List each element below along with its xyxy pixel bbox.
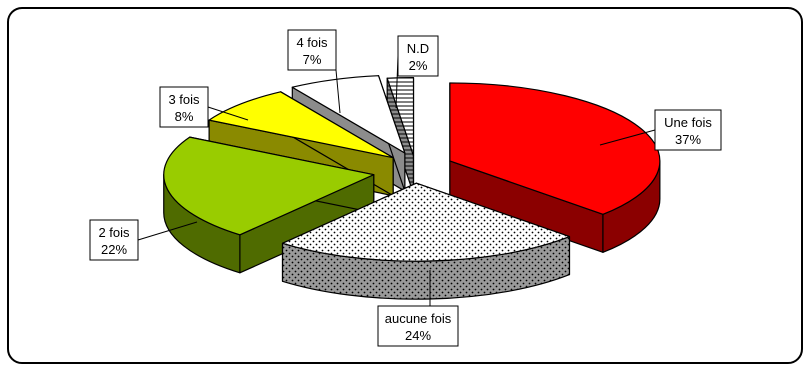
leader-line-2-fois	[137, 221, 198, 241]
leader-line-3-fois	[207, 106, 249, 121]
label-box	[89, 219, 139, 261]
data-label-n-d: N.D 2%	[397, 35, 439, 77]
slice-percent: 2%	[409, 58, 428, 73]
slice-name: aucune fois	[385, 311, 452, 326]
leader-lines	[137, 55, 656, 306]
slice-top	[208, 91, 394, 159]
label-box	[654, 109, 722, 151]
data-label-2-fois: 2 fois 22%	[89, 219, 139, 261]
leader-line-4-fois	[335, 69, 341, 114]
slice-name: Une fois	[664, 115, 712, 130]
slice-top	[281, 182, 571, 262]
slice-name: 3 fois	[168, 92, 200, 107]
slice-percent: 7%	[303, 52, 322, 67]
pie-slice-2-fois	[163, 136, 375, 274]
data-label-une-fois: Une fois 37%	[654, 109, 722, 151]
slice-percent: 22%	[101, 242, 127, 257]
label-box	[159, 86, 209, 128]
slice-top	[291, 75, 406, 154]
slice-name: N.D	[407, 41, 429, 56]
slice-top	[449, 82, 661, 215]
slice-percent: 8%	[175, 109, 194, 124]
data-label-3-fois: 3 fois 8%	[159, 86, 209, 128]
slice-top	[386, 77, 415, 157]
slice-percent: 24%	[405, 328, 431, 343]
label-box	[397, 35, 439, 77]
slice-name: 2 fois	[98, 225, 130, 240]
data-label-4-fois: 4 fois 7%	[287, 29, 337, 71]
data-label-aucune-fois: aucune fois 24%	[377, 305, 459, 347]
pie-slice-aucune-fois	[281, 182, 571, 300]
slice-percent: 37%	[675, 132, 701, 147]
pie-slice-une-fois	[449, 82, 661, 253]
label-box	[377, 305, 459, 347]
slice-name: 4 fois	[296, 35, 328, 50]
slice-top	[163, 136, 375, 236]
label-box	[287, 29, 337, 71]
slice-labels: Une fois 37% aucune fois 24% 2 fois 22% 3 fois…	[89, 29, 722, 347]
leader-line-une-fois	[599, 129, 656, 146]
slices-layer	[163, 75, 661, 300]
